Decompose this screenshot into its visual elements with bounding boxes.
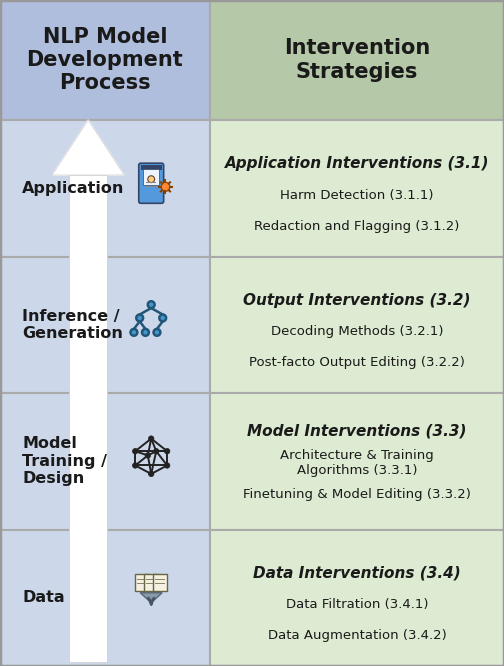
Circle shape — [148, 301, 155, 308]
Bar — [146, 579, 156, 580]
Text: Harm Detection (3.1.1): Harm Detection (3.1.1) — [280, 188, 434, 202]
Bar — [210, 529, 504, 666]
FancyBboxPatch shape — [153, 574, 167, 591]
Bar — [143, 168, 159, 185]
Text: Redaction and Flagging (3.1.2): Redaction and Flagging (3.1.2) — [255, 220, 460, 233]
Circle shape — [133, 463, 138, 468]
Circle shape — [131, 329, 137, 336]
Circle shape — [148, 176, 155, 182]
Bar — [0, 120, 210, 256]
Text: Model
Training /
Design: Model Training / Design — [22, 436, 107, 486]
Bar — [0, 393, 210, 529]
Text: Inference /
Generation: Inference / Generation — [22, 308, 123, 341]
Text: Output Interventions (3.2): Output Interventions (3.2) — [243, 292, 471, 308]
Text: Data Interventions (3.4): Data Interventions (3.4) — [253, 565, 461, 581]
Circle shape — [149, 436, 154, 442]
Text: Data Filtration (3.4.1): Data Filtration (3.4.1) — [286, 598, 428, 611]
Circle shape — [154, 448, 159, 454]
Circle shape — [145, 453, 151, 458]
Bar — [0, 529, 210, 666]
FancyBboxPatch shape — [144, 574, 158, 591]
Bar — [0, 256, 210, 393]
Bar — [138, 579, 147, 580]
Text: Post-facto Output Editing (3.2.2): Post-facto Output Editing (3.2.2) — [249, 356, 465, 370]
Circle shape — [159, 314, 166, 322]
Circle shape — [161, 182, 170, 191]
Bar — [155, 579, 165, 580]
FancyBboxPatch shape — [136, 574, 149, 591]
Circle shape — [136, 314, 143, 322]
Text: Intervention
Strategies: Intervention Strategies — [284, 39, 430, 82]
Bar — [147, 182, 156, 183]
Circle shape — [142, 329, 149, 336]
Text: Model Interventions (3.3): Model Interventions (3.3) — [247, 424, 467, 439]
Bar — [69, 175, 107, 662]
Text: Architecture & Training
Algorithms (3.3.1): Architecture & Training Algorithms (3.3.… — [280, 449, 434, 477]
Text: NLP Model
Development
Process: NLP Model Development Process — [27, 27, 183, 93]
Text: Data Augmentation (3.4.2): Data Augmentation (3.4.2) — [268, 629, 447, 643]
Bar — [210, 256, 504, 393]
Text: Data: Data — [22, 590, 65, 605]
Circle shape — [133, 448, 138, 454]
Circle shape — [164, 448, 170, 454]
FancyBboxPatch shape — [139, 163, 164, 203]
Polygon shape — [52, 120, 124, 175]
Bar — [141, 165, 162, 170]
Bar — [0, 0, 210, 120]
Circle shape — [154, 329, 160, 336]
Text: Finetuning & Model Editing (3.3.2): Finetuning & Model Editing (3.3.2) — [243, 488, 471, 501]
Circle shape — [149, 471, 154, 477]
Bar — [210, 393, 504, 529]
Text: Application: Application — [22, 180, 124, 196]
Bar — [210, 0, 504, 120]
Bar — [210, 120, 504, 256]
Text: Decoding Methods (3.2.1): Decoding Methods (3.2.1) — [271, 325, 443, 338]
Polygon shape — [140, 593, 162, 600]
Text: Application Interventions (3.1): Application Interventions (3.1) — [225, 157, 489, 171]
Circle shape — [164, 463, 170, 468]
